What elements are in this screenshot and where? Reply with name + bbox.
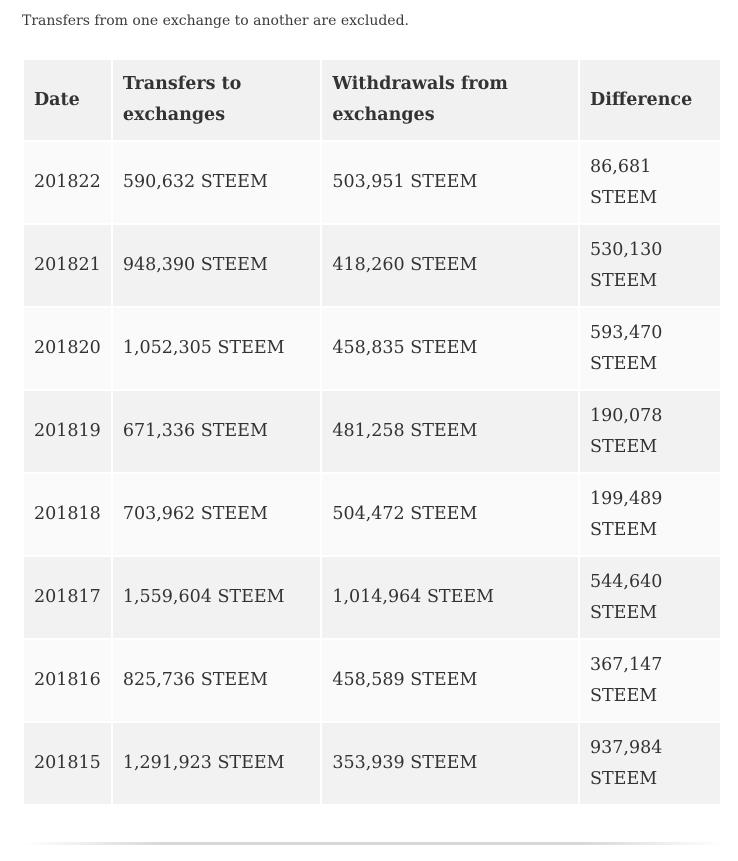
exchange-transfers-table: Date Transfers to exchanges Withdrawals … [22,58,722,806]
table-header: Date Transfers to exchanges Withdrawals … [24,60,720,140]
table-body: 201822 590,632 STEEM 503,951 STEEM 86,681 S… [24,142,720,804]
date-cell: 201822 [24,142,111,223]
header-difference: Difference [580,60,720,140]
transfers-to-cell: 948,390 STEEM [112,225,321,306]
header-withdrawals-from: Withdrawals from exchanges [322,60,579,140]
difference-cell: 190,078 STEEM [580,391,720,472]
difference-cell: 593,470 STEEM [580,308,720,389]
withdrawals-from-cell: 504,472 STEEM [322,474,579,555]
withdrawals-from-cell: 458,835 STEEM [322,308,579,389]
table-row: 201822 590,632 STEEM 503,951 STEEM 86,681 S… [24,142,720,223]
header-transfers-to: Transfers to exchanges [112,60,321,140]
withdrawals-from-cell: 458,589 STEEM [322,640,579,721]
header-transfers-to-label: Transfers to exchanges [122,74,242,125]
table-row: 201820 1,052,305 STEEM 458,835 STEEM 593,47… [24,308,720,389]
date-cell: 201816 [24,640,111,721]
transfers-to-cell: 825,736 STEEM [112,640,321,721]
transfers-to-cell: 1,559,604 STEEM [112,557,321,638]
table-row: 201821 948,390 STEEM 418,260 STEEM 530,130 … [24,225,720,306]
date-cell: 201815 [24,723,111,804]
date-cell: 201820 [24,308,111,389]
date-cell: 201817 [24,557,111,638]
difference-cell: 937,984 STEEM [580,723,720,804]
table-row: 201818 703,962 STEEM 504,472 STEEM 199,489 … [24,474,720,555]
table-row: 201817 1,559,604 STEEM 1,014,964 STEEM 544,… [24,557,720,638]
withdrawals-from-cell: 1,014,964 STEEM [322,557,579,638]
withdrawals-from-cell: 481,258 STEEM [322,391,579,472]
header-withdrawals-from-label: Withdrawals from exchanges [332,74,508,125]
date-cell: 201818 [24,474,111,555]
difference-cell: 544,640 STEEM [580,557,720,638]
table-row: 201819 671,336 STEEM 481,258 STEEM 190,078 … [24,391,720,472]
withdrawals-from-cell: 353,939 STEEM [322,723,579,804]
withdrawals-from-cell: 503,951 STEEM [322,142,579,223]
difference-cell: 86,681 STEEM [580,142,720,223]
difference-cell: 530,130 STEEM [580,225,720,306]
date-cell: 201821 [24,225,111,306]
horizontal-divider [24,842,724,845]
transfers-to-cell: 1,052,305 STEEM [112,308,321,389]
difference-cell: 199,489 STEEM [580,474,720,555]
table-row: 201815 1,291,923 STEEM 353,939 STEEM 937,98… [24,723,720,804]
transfers-to-cell: 590,632 STEEM [112,142,321,223]
date-cell: 201819 [24,391,111,472]
withdrawals-from-cell: 418,260 STEEM [322,225,579,306]
intro-text: Transfers from one exchange to another a… [22,13,409,29]
header-row: Date Transfers to exchanges Withdrawals … [24,60,720,140]
difference-cell: 367,147 STEEM [580,640,720,721]
transfers-to-cell: 703,962 STEEM [112,474,321,555]
table-row: 201816 825,736 STEEM 458,589 STEEM 367,147 … [24,640,720,721]
header-date: Date [24,60,111,140]
transfers-to-cell: 671,336 STEEM [112,391,321,472]
transfers-to-cell: 1,291,923 STEEM [112,723,321,804]
